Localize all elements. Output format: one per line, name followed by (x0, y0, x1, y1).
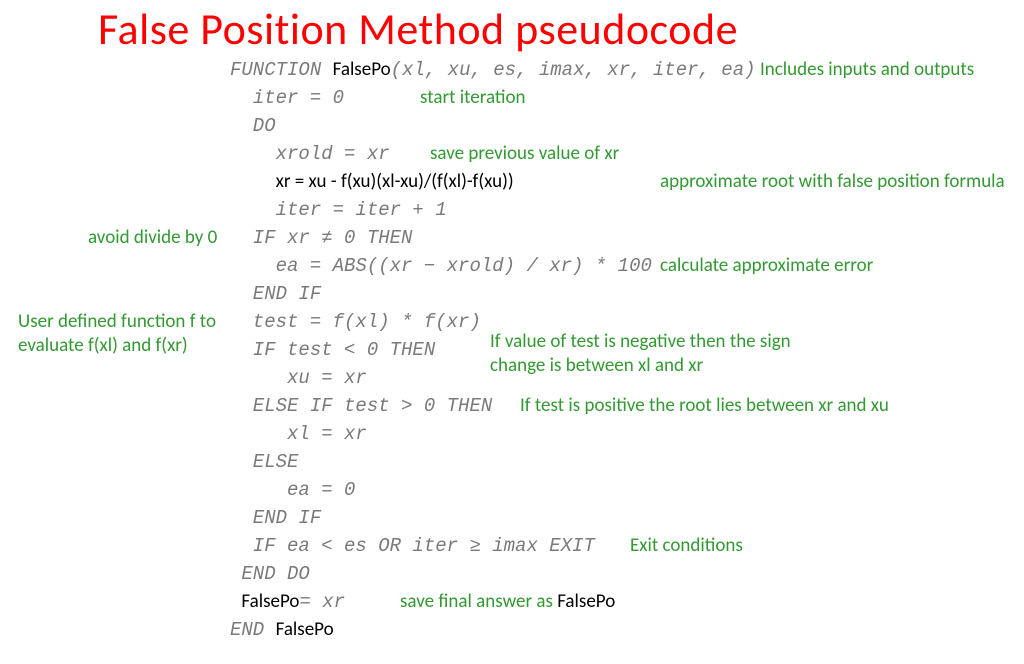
annotation: save previous value of xr (430, 140, 619, 168)
code-line: xl = xr (230, 420, 756, 448)
code-line: FalsePo= xrsave final answer as FalsePo (230, 588, 756, 616)
code-line: iter = 0start iteration (230, 84, 756, 112)
annotation-left: avoid divide by 0 (88, 226, 238, 250)
code-line: END IF (230, 280, 756, 308)
annotation: calculate approximate error (660, 252, 873, 280)
code-line: DO (230, 112, 756, 140)
code-line: xu = xr (230, 364, 756, 392)
code-line: IF ea < es OR iter ≥ imax EXITExit condi… (230, 532, 756, 560)
pseudocode-block: FUNCTION FalsePo(xl, xu, es, imax, xr, i… (230, 56, 756, 644)
annotation: Exit conditions (630, 532, 743, 560)
annotation: save final answer as FalsePo (400, 588, 615, 616)
code-line: ea = ABS((xr − xrold) / xr) * 100calcula… (230, 252, 756, 280)
code-line: END IF (230, 504, 756, 532)
code-line: END DO (230, 560, 756, 588)
code-line: ELSE (230, 448, 756, 476)
code-line: IF xr ≠ 0 THEN (230, 224, 756, 252)
annotation: start iteration (420, 84, 525, 112)
page-title: False Position Method pseudocode (98, 2, 738, 56)
code-line: ELSE IF test > 0 THENIf test is positive… (230, 392, 756, 420)
code-line: xr = xu - f(xu)(xl-xu)/(f(xl)-f(xu))appr… (230, 168, 756, 196)
code-line: END FalsePo (230, 616, 756, 644)
annotation: Includes inputs and outputs (760, 56, 974, 84)
annotation: If test is positive the root lies betwee… (520, 392, 889, 420)
code-line: iter = iter + 1 (230, 196, 756, 224)
code-line: FUNCTION FalsePo(xl, xu, es, imax, xr, i… (230, 56, 756, 84)
annotation-left: User defined function f to evaluate f(xl… (18, 310, 233, 358)
code-line: ea = 0 (230, 476, 756, 504)
annotation: approximate root with false position for… (660, 168, 1005, 196)
code-line: xrold = xrsave previous value of xr (230, 140, 756, 168)
code-line: IF test < 0 THENIf value of test is nega… (230, 336, 756, 364)
